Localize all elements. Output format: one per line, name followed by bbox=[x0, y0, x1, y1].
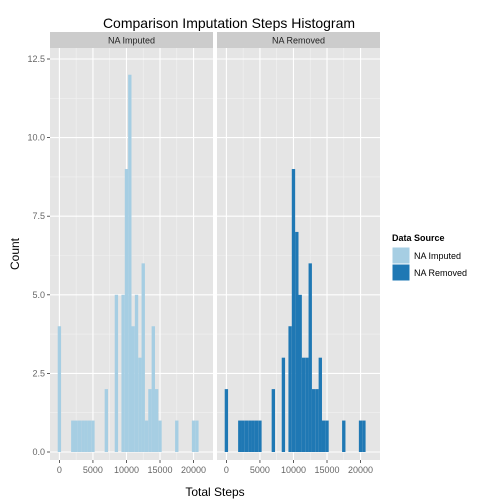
histogram-bar bbox=[325, 420, 329, 452]
histogram-bar bbox=[251, 420, 255, 452]
legend-key-na-removed bbox=[391, 263, 411, 282]
strip-label-right: NA Removed bbox=[272, 36, 325, 46]
y-tick-label: 2.5 bbox=[32, 368, 45, 378]
histogram-bar bbox=[128, 74, 132, 452]
chart-title: Comparison Imputation Steps Histogram bbox=[103, 15, 355, 31]
x-tick-label: 15000 bbox=[147, 465, 172, 475]
histogram-bar bbox=[154, 389, 159, 452]
histogram-bar bbox=[71, 420, 75, 452]
histogram-bar bbox=[91, 420, 95, 452]
histogram-bar bbox=[124, 169, 129, 453]
histogram-bar bbox=[141, 263, 145, 452]
histogram-bar bbox=[295, 231, 299, 452]
x-tick-label: 15000 bbox=[314, 465, 339, 475]
histogram-bar bbox=[148, 389, 152, 452]
y-tick-label: 12.5 bbox=[27, 54, 45, 64]
histogram-bar bbox=[134, 294, 139, 452]
histogram-bar bbox=[175, 420, 179, 452]
x-tick-label: 10000 bbox=[281, 465, 306, 475]
histogram-bar bbox=[57, 326, 62, 452]
strip-left bbox=[50, 32, 213, 48]
histogram-bar bbox=[87, 420, 92, 452]
histogram-bar bbox=[315, 389, 319, 452]
panel-left: NA Imputed bbox=[50, 32, 213, 460]
x-tick-label: 20000 bbox=[348, 465, 373, 475]
legend-key-na-imputed bbox=[391, 246, 411, 265]
legend: Data Source NA Imputed NA Removed bbox=[391, 233, 467, 282]
histogram-bar bbox=[191, 420, 196, 452]
panel-right: NA Removed bbox=[217, 32, 380, 460]
histogram-bar bbox=[241, 420, 245, 452]
histogram-bar bbox=[114, 294, 119, 452]
legend-label-na-removed: NA Removed bbox=[414, 268, 467, 278]
histogram-bar bbox=[151, 326, 155, 452]
histogram-bar bbox=[81, 420, 85, 452]
x-tick-label: 5000 bbox=[250, 465, 270, 475]
x-tick-label: 20000 bbox=[181, 465, 206, 475]
histogram-bar bbox=[271, 389, 276, 452]
histogram-bar bbox=[84, 420, 88, 452]
histogram-bar bbox=[358, 420, 363, 452]
histogram-bar bbox=[254, 420, 259, 452]
histogram-bar bbox=[311, 389, 316, 452]
histogram-bar bbox=[281, 357, 286, 452]
histogram-bar bbox=[291, 169, 296, 453]
x-tick-label: 0 bbox=[57, 465, 62, 475]
histogram-bar bbox=[305, 357, 309, 452]
histogram-bar bbox=[158, 420, 162, 452]
histogram-bar bbox=[342, 420, 346, 452]
histogram-bar bbox=[74, 420, 78, 452]
y-tick-label: 0.0 bbox=[32, 447, 45, 457]
histogram-bar bbox=[224, 389, 229, 452]
legend-label-na-imputed: NA Imputed bbox=[414, 251, 461, 261]
histogram-bar bbox=[298, 294, 302, 452]
x-tick-label: 10000 bbox=[114, 465, 139, 475]
strip-right bbox=[217, 32, 380, 48]
histogram-bar bbox=[248, 420, 252, 452]
histogram-bar bbox=[258, 420, 262, 452]
histogram-bar bbox=[362, 420, 366, 452]
bars-right bbox=[224, 169, 366, 453]
histogram-bar bbox=[104, 389, 109, 452]
histogram-bar bbox=[288, 326, 292, 452]
histogram-bar bbox=[138, 357, 142, 452]
histogram-bar bbox=[238, 420, 242, 452]
x-tick-label: 0 bbox=[224, 465, 229, 475]
histogram-bar bbox=[144, 420, 149, 452]
x-axis-title: Total Steps bbox=[185, 485, 244, 499]
strip-label-left: NA Imputed bbox=[108, 36, 155, 46]
histogram-bar bbox=[121, 294, 125, 452]
y-tick-label: 7.5 bbox=[32, 211, 45, 221]
histogram-bar bbox=[301, 357, 306, 452]
x-tick-label: 5000 bbox=[83, 465, 103, 475]
histogram-bar bbox=[318, 357, 322, 452]
legend-title: Data Source bbox=[392, 233, 445, 243]
histogram-bar bbox=[131, 326, 135, 452]
histogram-bar bbox=[77, 420, 82, 452]
y-tick-label: 10.0 bbox=[27, 133, 45, 143]
histogram-bar bbox=[308, 263, 312, 452]
y-axis: 0.0 2.5 5.0 7.5 10.0 12.5 bbox=[27, 54, 50, 457]
x-axis: 0 5000 10000 15000 20000 0 5000 10000 15000 20000 bbox=[57, 460, 373, 475]
histogram-bar bbox=[321, 420, 326, 452]
y-tick-label: 5.0 bbox=[32, 290, 45, 300]
histogram-bar bbox=[195, 420, 199, 452]
y-axis-title: Count bbox=[8, 237, 22, 270]
bars-left bbox=[57, 74, 199, 453]
histogram-bar bbox=[244, 420, 249, 452]
